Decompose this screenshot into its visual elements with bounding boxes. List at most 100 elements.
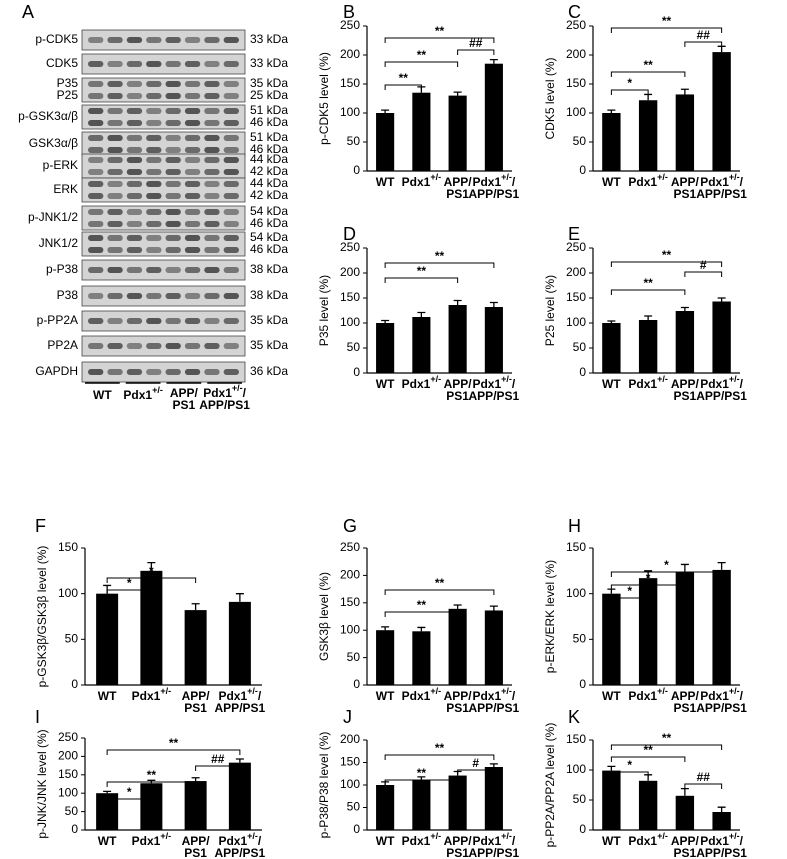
significance-label: ** <box>643 276 653 290</box>
protein-label: p-JNK1/2 <box>28 210 78 224</box>
blot-band <box>88 369 104 375</box>
blot-band <box>88 157 104 163</box>
error-bar <box>717 561 726 570</box>
kda-label: 38 kDa <box>250 262 288 276</box>
significance-label: ** <box>662 14 672 28</box>
blot-band <box>165 120 181 126</box>
kda-label: 46 kDa <box>250 216 288 230</box>
error-bar <box>453 604 462 609</box>
y-tick-label: 250 <box>566 240 586 254</box>
group-label: WT <box>93 388 112 402</box>
blot-band <box>165 209 181 215</box>
significance-label: # <box>472 756 479 770</box>
blot-band <box>204 343 220 349</box>
x-tick-label: APP/ <box>444 377 473 391</box>
y-axis-label: p-JNK/JNK level (%) <box>35 729 49 838</box>
y-tick-label: 0 <box>353 822 360 836</box>
y-tick-label: 150 <box>566 76 586 90</box>
significance-bracket <box>106 781 197 787</box>
bar <box>712 301 731 373</box>
x-tick-label: Pdx1+/- <box>402 686 441 703</box>
blot-band <box>126 293 143 299</box>
blot-band <box>107 120 123 126</box>
blot-band <box>126 37 143 43</box>
significance-bracket <box>610 584 686 590</box>
x-tick-label: PS1 <box>674 701 697 715</box>
y-tick-label: 150 <box>566 540 586 554</box>
y-axis-label: p-ERK/ERK level (%) <box>543 560 557 673</box>
y-tick-label: 200 <box>340 732 360 746</box>
blot-band <box>204 267 220 273</box>
x-tick-label: PS1 <box>674 389 697 403</box>
kda-label: 25 kDa <box>250 88 288 102</box>
blot-band <box>126 135 143 141</box>
y-tick-label: 50 <box>573 792 587 806</box>
blot-band <box>184 181 201 187</box>
kda-label: 33 kDa <box>250 32 288 46</box>
x-tick-label: WT <box>602 175 621 189</box>
group-label: APP/PS1 <box>199 398 250 412</box>
blot-band <box>88 147 104 153</box>
kda-label: 38 kDa <box>250 288 288 302</box>
significance-bracket <box>384 779 459 785</box>
bar <box>376 630 395 685</box>
kda-label: 42 kDa <box>250 164 288 178</box>
blot-band <box>146 209 162 215</box>
significance-bracket <box>610 89 649 95</box>
y-tick-label: 50 <box>65 632 79 646</box>
x-tick-label: WT <box>376 175 395 189</box>
blot-band <box>88 93 104 99</box>
error-bar <box>607 109 616 113</box>
kda-label: 33 kDa <box>250 56 288 70</box>
bar <box>412 92 431 171</box>
blot-band <box>223 221 239 227</box>
blot-band <box>204 135 220 141</box>
blot-band <box>88 81 104 87</box>
bar <box>675 571 695 685</box>
blot-band <box>184 157 201 163</box>
protein-label: ERK <box>53 182 78 196</box>
bar <box>184 610 207 685</box>
blot-band <box>184 81 201 87</box>
blot-band <box>146 267 162 273</box>
y-tick-label: 100 <box>566 105 586 119</box>
y-tick-label: 150 <box>340 755 360 769</box>
kda-label: 46 kDa <box>250 142 288 156</box>
significance-bracket <box>610 756 686 762</box>
significance-label: ** <box>435 741 445 755</box>
blot-band <box>204 81 220 87</box>
group-label: PS1 <box>173 398 196 412</box>
y-tick-label: 50 <box>573 632 587 646</box>
blot-band <box>126 120 143 126</box>
significance-label: ** <box>435 576 445 590</box>
significance-bracket <box>106 749 241 755</box>
kda-label: 44 kDa <box>250 176 288 190</box>
error-bar <box>147 561 156 571</box>
blot-band <box>126 181 143 187</box>
blot-band <box>165 169 181 175</box>
kda-label: 46 kDa <box>250 242 288 256</box>
significance-bracket <box>610 771 649 777</box>
y-tick-label: 150 <box>566 290 586 304</box>
y-tick-label: 150 <box>340 595 360 609</box>
y-axis-label: GSK3β level (%) <box>317 572 331 661</box>
bar <box>484 63 503 172</box>
blot-band <box>107 235 123 241</box>
blot-band <box>223 343 239 349</box>
significance-label: ** <box>417 264 427 278</box>
blot-band <box>204 235 220 241</box>
x-tick-label: APP/ <box>671 377 700 391</box>
blot-band <box>126 169 143 175</box>
significance-label: * <box>646 571 651 585</box>
x-tick-label: APP/ <box>671 689 700 703</box>
blot-band <box>107 93 123 99</box>
blot-band <box>126 209 143 215</box>
bar <box>412 780 431 830</box>
significance-bracket <box>384 589 495 595</box>
y-tick-label: 250 <box>58 730 78 744</box>
bar <box>448 608 467 685</box>
y-tick-label: 0 <box>579 365 586 379</box>
blot-band <box>107 181 123 187</box>
significance-bracket <box>610 571 723 577</box>
y-tick-label: 100 <box>340 622 360 636</box>
